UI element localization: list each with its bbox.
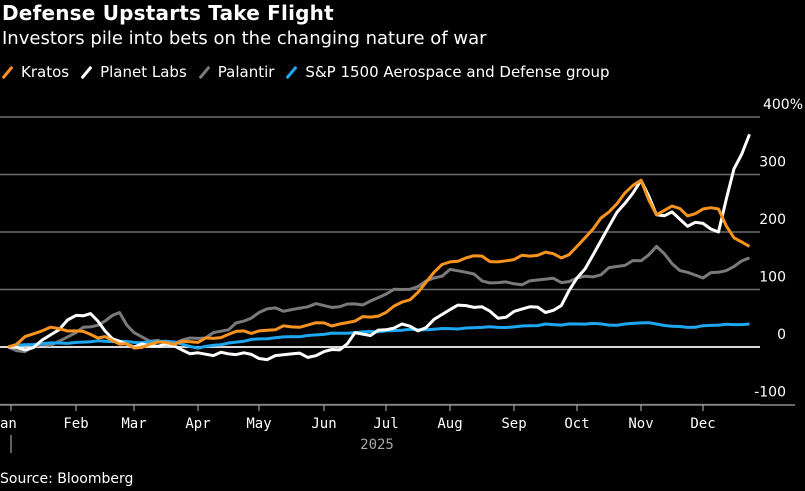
y-axis-labels: -100 0 100 200 300 400% bbox=[754, 97, 803, 401]
y-tick-label: 200 bbox=[759, 212, 786, 228]
x-tick-label: an bbox=[0, 416, 17, 432]
source-note: Source: Bloomberg bbox=[0, 471, 134, 487]
legend-label: Palantir bbox=[217, 63, 275, 81]
y-tick-label: 100 bbox=[759, 270, 786, 286]
series-line-kratos bbox=[7, 178, 751, 350]
x-axis: an Feb Mar Apr May Jun Jul Aug Sep Oct Nov Dec 2025 bbox=[0, 404, 795, 453]
legend-label: Kratos bbox=[21, 63, 70, 81]
x-tick-label: Aug bbox=[437, 416, 462, 432]
y-tick-label: 300 bbox=[759, 155, 786, 171]
x-tick-label: Oct bbox=[564, 416, 589, 432]
series-line-planet-labs bbox=[7, 133, 751, 362]
x-tick-label: Dec bbox=[690, 416, 715, 432]
legend: Kratos Planet Labs Palantir S&P 1500 Aer… bbox=[2, 63, 622, 81]
x-tick-label: Jul bbox=[373, 416, 398, 432]
x-tick-label: Feb bbox=[63, 416, 88, 432]
gridlines bbox=[0, 116, 760, 406]
series-lines bbox=[7, 133, 751, 362]
x-axis-year-label: 2025 bbox=[360, 437, 394, 453]
y-tick-label: -100 bbox=[754, 385, 786, 401]
y-tick-label: 0 bbox=[777, 327, 786, 343]
legend-item-planet-labs: Planet Labs bbox=[81, 63, 187, 81]
chart-title: Defense Upstarts Take Flight bbox=[2, 1, 334, 25]
x-tick-label: Sep bbox=[501, 416, 526, 432]
series-line-palantir bbox=[7, 244, 751, 354]
legend-item-sp1500: S&P 1500 Aerospace and Defense group bbox=[286, 63, 609, 81]
legend-item-kratos: Kratos bbox=[2, 63, 69, 81]
legend-label: Planet Labs bbox=[100, 63, 187, 81]
x-tick-label: Jun bbox=[311, 416, 336, 432]
x-tick-label: May bbox=[246, 416, 271, 432]
x-tick-label: Mar bbox=[121, 416, 146, 432]
legend-item-palantir: Palantir bbox=[199, 63, 275, 81]
legend-label: S&P 1500 Aerospace and Defense group bbox=[305, 63, 610, 81]
y-tick-label: 400% bbox=[763, 97, 803, 113]
chart-subtitle: Investors pile into bets on the changing… bbox=[2, 28, 487, 49]
x-tick-label: Nov bbox=[628, 416, 653, 432]
x-tick-label: Apr bbox=[185, 416, 210, 432]
